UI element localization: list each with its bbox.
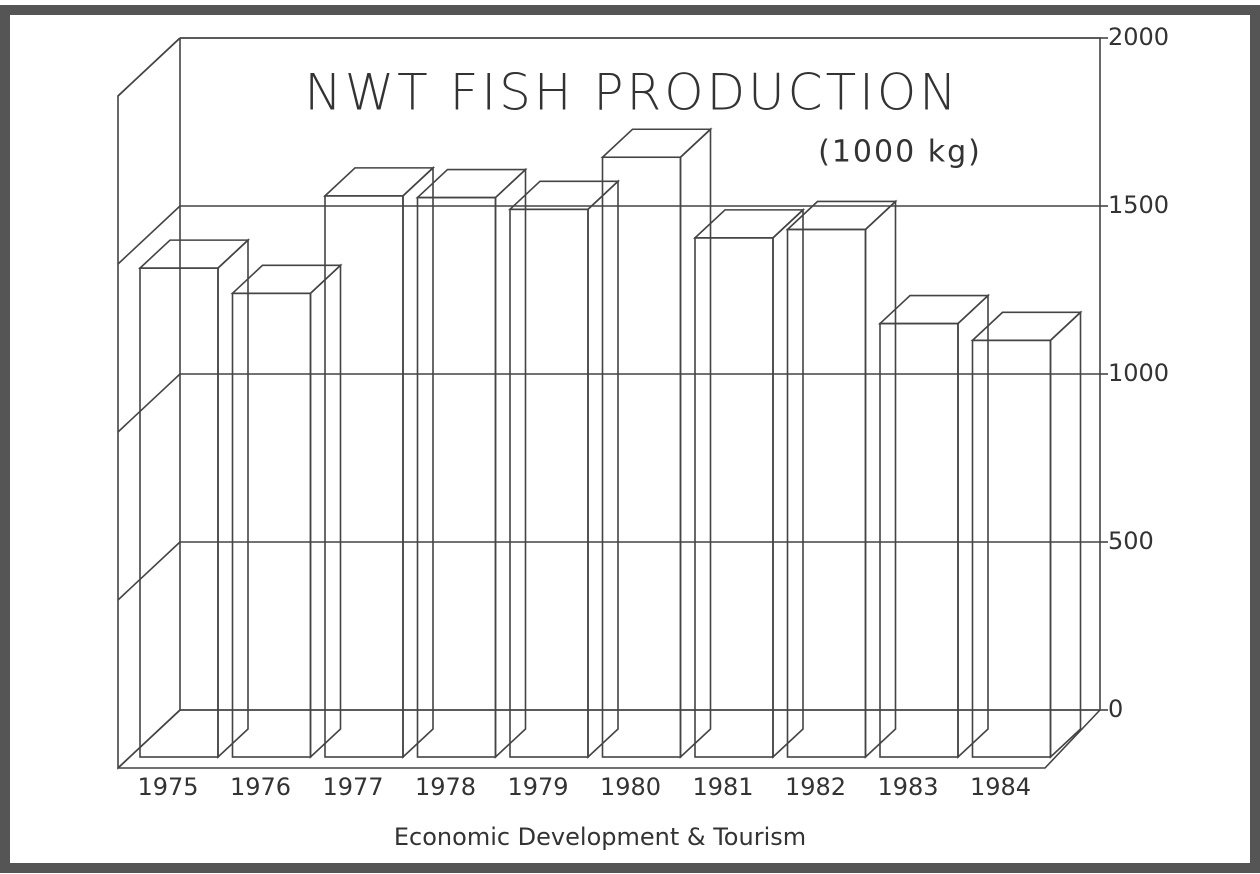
grid-line [117, 541, 181, 601]
y-tick-label: 2000 [1108, 23, 1169, 51]
y-tick-label: 0 [1108, 695, 1123, 723]
x-tick-label: 1982 [785, 773, 846, 801]
grid-line [117, 709, 181, 769]
bar [416, 196, 497, 758]
x-tick-label: 1977 [322, 773, 383, 801]
bar [601, 156, 682, 758]
bar [879, 322, 959, 758]
x-tick-label: 1975 [137, 773, 198, 801]
y-tick-label: 500 [1108, 527, 1154, 555]
y-tick-label: 1500 [1108, 191, 1169, 219]
x-tick-label: 1983 [877, 773, 938, 801]
x-tick-label: 1984 [970, 773, 1031, 801]
bar [231, 292, 312, 758]
x-tick-label: 1980 [600, 773, 661, 801]
x-axis-label: Economic Development & Tourism [394, 823, 806, 851]
bar [509, 208, 589, 758]
x-tick-label: 1978 [415, 773, 476, 801]
grid-line [117, 205, 181, 265]
bar [786, 228, 867, 758]
chart-subtitle: (1000 kg) [818, 135, 982, 170]
x-tick-label: 1979 [507, 773, 568, 801]
floor [118, 709, 1101, 769]
x-tick-label: 1981 [692, 773, 753, 801]
bar [139, 267, 219, 758]
bar [324, 195, 404, 758]
frame [0, 5, 1260, 873]
x-tick-label: 1976 [230, 773, 291, 801]
bar [694, 237, 774, 758]
y-tick-label: 1000 [1108, 359, 1169, 387]
grid-line [117, 373, 181, 433]
grid-line [117, 37, 181, 97]
bar [971, 339, 1052, 758]
chart-title: NWT FISH PRODUCTION [304, 64, 959, 122]
